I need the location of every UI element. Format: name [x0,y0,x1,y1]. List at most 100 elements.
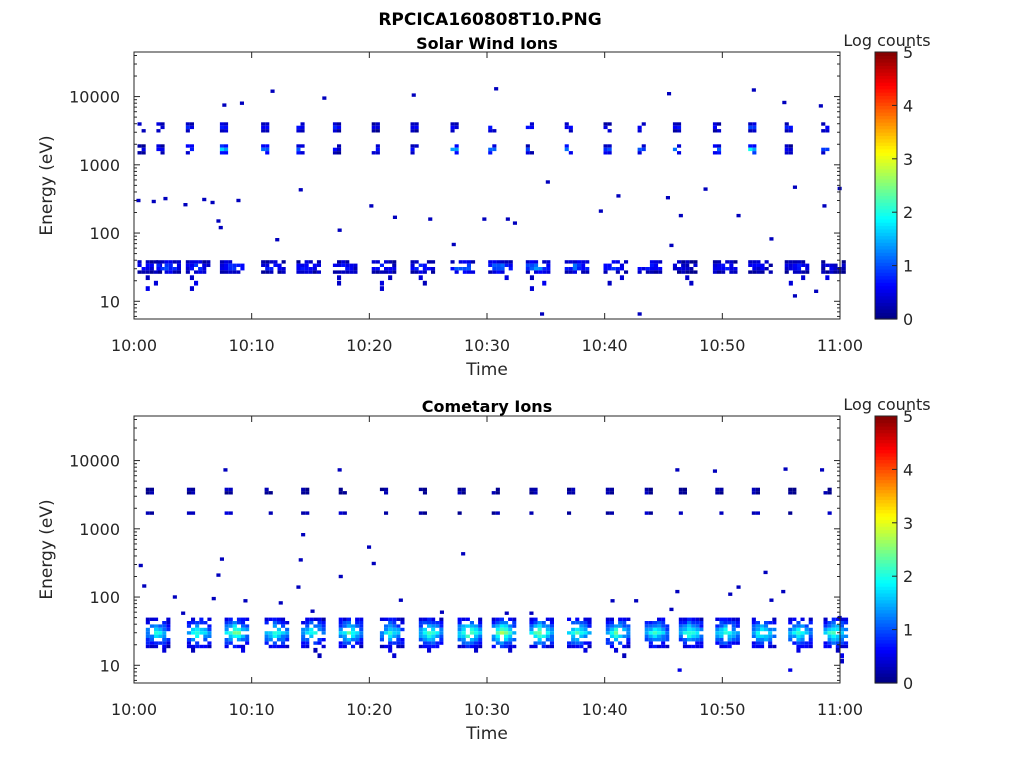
data-cell [712,144,717,148]
x-tick-label: 10:50 [699,336,745,355]
data-cell [827,487,832,492]
data-cell [149,617,154,621]
data-cell [637,125,642,130]
data-cell [568,267,573,271]
data-cell [545,644,550,649]
colorbar-segment [875,539,897,544]
colorbar-segment [875,85,897,90]
data-cell [603,263,608,267]
data-cell [717,267,722,271]
data-cell [375,144,380,148]
data-cell [491,624,496,628]
data-cell [388,631,393,635]
data-cell [351,627,356,632]
data-cell [772,627,777,632]
data-cell [727,631,732,635]
data-cell [162,634,167,638]
data-cell [272,617,277,621]
colorbar-segment [875,669,897,674]
data-cell [678,624,683,628]
data-cell [575,621,580,625]
data-cell [529,263,534,267]
colorbar-segment [875,586,897,591]
data-cell [678,487,683,492]
data-cell [346,638,351,642]
data-cell [827,634,832,638]
data-cell [768,627,773,632]
data-cell [839,627,844,632]
data-cell [835,638,840,642]
data-cell [567,641,572,645]
data-cell [375,129,380,133]
data-cell [614,627,619,632]
colorbar-segment [875,619,897,624]
data-cell [224,147,229,152]
data-cell [488,270,493,274]
data-cell [587,624,592,628]
data-cell [388,638,393,642]
data-cell [160,144,165,148]
data-cell [571,634,576,638]
colorbar-segment [875,459,897,464]
data-cell [495,621,500,625]
data-cell [805,263,810,267]
data-cell [804,627,809,632]
data-cell [725,267,730,271]
data-cell [337,228,342,232]
data-cell [494,87,499,91]
colorbar-segment [875,238,897,243]
data-cell [678,634,683,638]
data-cell [461,627,466,632]
data-cell [549,644,554,649]
data-cell [495,638,500,642]
colorbar-segment [875,55,897,60]
data-cell [450,129,455,133]
data-cell [695,627,700,632]
data-cell [371,270,376,274]
data-cell [825,263,830,267]
data-cell [839,617,844,621]
colorbar-segment [875,78,897,83]
data-cell [332,129,337,133]
data-cell [141,129,146,133]
data-cell [285,644,290,649]
data-cell [796,621,801,625]
data-cell [626,617,631,621]
data-cell [677,270,682,274]
data-cell [677,151,682,155]
data-cell [768,634,773,638]
data-cell [338,621,343,625]
data-cell [801,263,806,267]
data-cell [296,585,301,589]
data-cell [796,631,801,635]
data-cell [797,267,802,271]
data-cell [270,89,275,93]
data-cell [800,631,805,635]
data-cell [792,641,797,645]
data-cell [458,260,463,264]
data-cell [533,634,538,638]
data-cell [392,641,397,645]
colorbar-segment [875,178,897,183]
data-cell [585,267,590,271]
data-cell [457,491,462,495]
data-cell [224,617,229,621]
data-cell [648,487,653,492]
data-cell [457,511,462,515]
data-cell [158,627,163,632]
data-cell [410,151,415,155]
data-cell [478,617,483,621]
data-cell [316,260,321,264]
data-cell [703,187,708,191]
data-cell [571,491,576,495]
data-cell [461,631,466,635]
data-cell [245,617,250,621]
data-cell [224,644,229,649]
data-cell [541,621,546,625]
data-cell [176,263,181,267]
data-cell [499,627,504,632]
data-cell [748,260,753,264]
data-cell [719,617,724,621]
data-cell [191,511,196,515]
data-cell [729,270,734,274]
